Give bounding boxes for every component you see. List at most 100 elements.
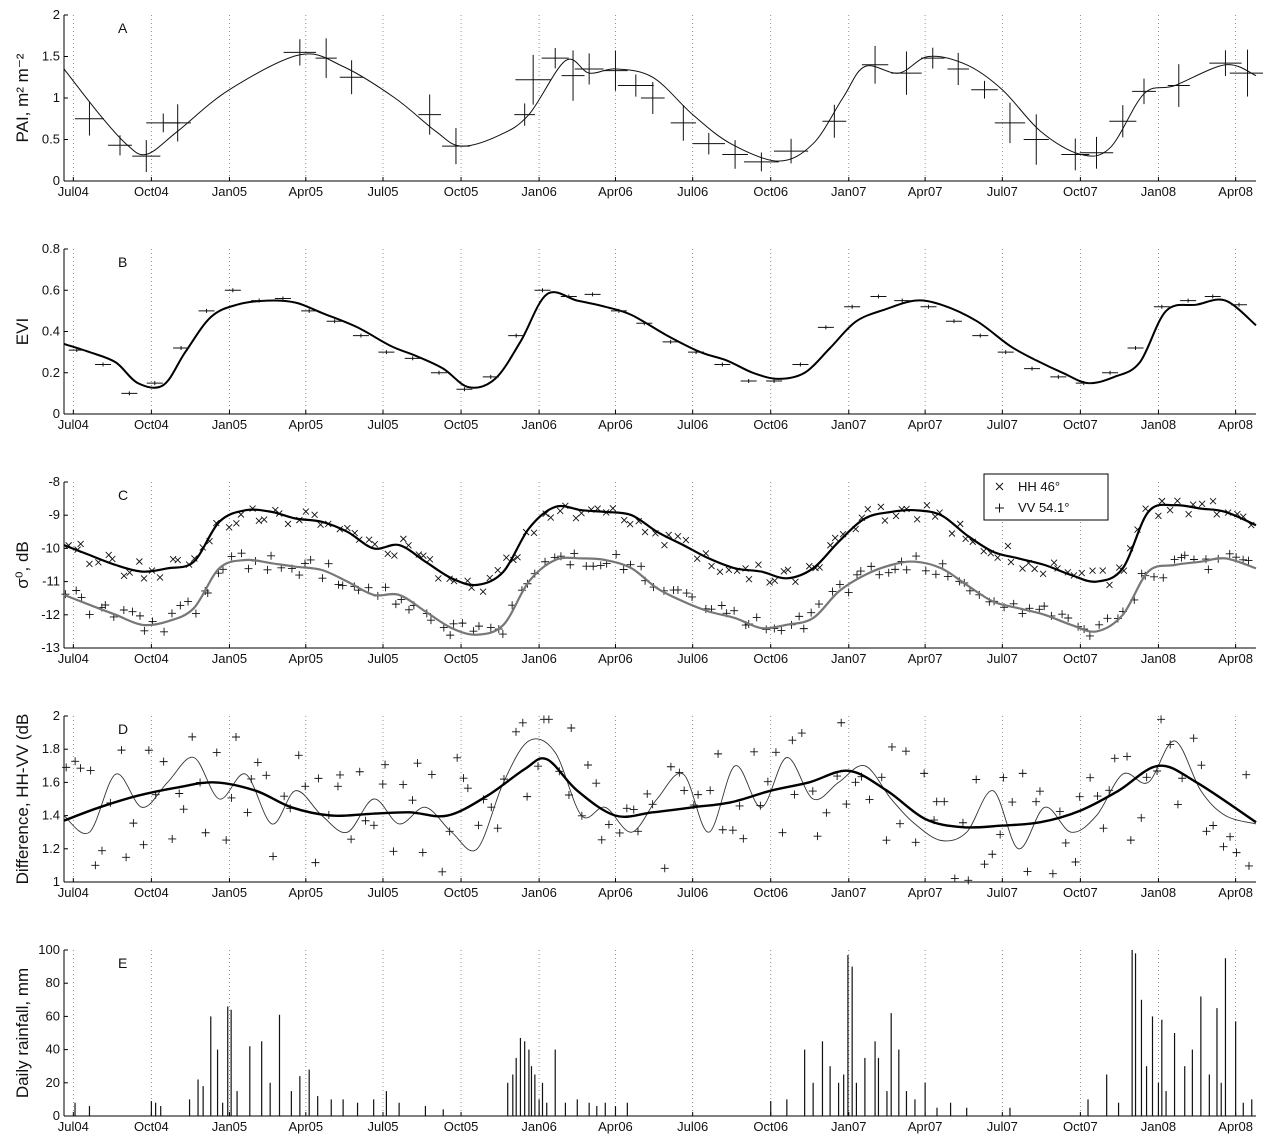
x-tick-label: Jul05 bbox=[367, 885, 398, 900]
vv-point bbox=[136, 611, 145, 620]
hh-point bbox=[426, 556, 434, 563]
vv-point bbox=[191, 609, 200, 618]
hh-point bbox=[212, 519, 220, 527]
y-tick-label: -10 bbox=[41, 540, 60, 555]
x-tick-label: Jan05 bbox=[212, 885, 247, 900]
y-tick-label: 1.6 bbox=[42, 774, 60, 789]
x-tick-label: Jan06 bbox=[521, 184, 556, 199]
difference-point bbox=[851, 778, 860, 787]
y-tick-label: -11 bbox=[42, 574, 60, 589]
x-tick-label: Oct04 bbox=[134, 1119, 169, 1134]
hh-point bbox=[391, 552, 398, 559]
difference-point bbox=[822, 808, 831, 817]
vv-point bbox=[1103, 614, 1112, 623]
x-tick-label: Oct06 bbox=[753, 885, 788, 900]
vv-point bbox=[814, 600, 823, 609]
vv-point bbox=[498, 630, 507, 639]
vv-point bbox=[612, 550, 621, 559]
difference-point bbox=[706, 786, 715, 795]
x-tick-label: Oct07 bbox=[1063, 184, 1098, 199]
x-tick-label: Apr06 bbox=[598, 184, 633, 199]
difference-point bbox=[227, 793, 236, 802]
hh-point bbox=[225, 523, 233, 531]
difference-point bbox=[932, 797, 941, 806]
panel-e: 0 20 40 60 80 100 Jul04 Oct04 Jan05 Apr05 Jul05 Oct… bbox=[13, 942, 1256, 1134]
x-tick-label: Oct04 bbox=[134, 417, 169, 432]
difference-point bbox=[1023, 867, 1032, 876]
difference-point bbox=[438, 867, 447, 876]
y-tick-label: -12 bbox=[41, 607, 60, 622]
y-tick-label: 1.4 bbox=[42, 808, 60, 823]
x-tick-label: Oct05 bbox=[444, 417, 479, 432]
vv-point bbox=[77, 593, 86, 602]
difference-point bbox=[887, 742, 896, 751]
difference-point bbox=[122, 853, 131, 862]
x-tick-label: Jan08 bbox=[1141, 417, 1176, 432]
difference-point bbox=[336, 770, 345, 779]
plot-area bbox=[61, 497, 1257, 640]
x-tick-label: Apr07 bbox=[908, 184, 943, 199]
difference-point bbox=[1202, 827, 1211, 836]
vv-point bbox=[762, 625, 771, 634]
hh-point bbox=[1099, 567, 1107, 574]
x-tick-label: Apr07 bbox=[908, 651, 943, 666]
difference-point bbox=[788, 736, 797, 745]
x-tick-label: Oct07 bbox=[1063, 1119, 1098, 1134]
x-tick-label: Jul06 bbox=[677, 417, 708, 432]
difference-point bbox=[629, 805, 638, 814]
difference-point bbox=[378, 780, 387, 789]
difference-point bbox=[311, 858, 320, 867]
legend-hh-label: HH 46° bbox=[1018, 479, 1060, 494]
y-axis-title: EVI bbox=[13, 318, 32, 345]
hh-point bbox=[136, 558, 143, 565]
difference-point bbox=[1061, 838, 1070, 847]
difference-point bbox=[813, 832, 822, 841]
hh-point bbox=[1050, 559, 1058, 567]
vv-point bbox=[381, 583, 390, 592]
difference-point bbox=[1123, 752, 1132, 761]
x-tick-label: Apr06 bbox=[598, 885, 633, 900]
difference-point bbox=[71, 757, 80, 766]
difference-point bbox=[117, 746, 126, 755]
vv-point bbox=[912, 552, 921, 561]
y-axis-title: Daily rainfall, mm bbox=[13, 968, 32, 1098]
y-tick-label: -8 bbox=[48, 474, 60, 489]
x-tick-label: Oct06 bbox=[753, 417, 788, 432]
difference-point bbox=[1244, 861, 1253, 870]
difference-point bbox=[453, 753, 462, 762]
hh-point bbox=[1209, 497, 1217, 505]
vv-point bbox=[921, 566, 930, 575]
difference-point bbox=[1075, 792, 1084, 801]
difference-point bbox=[675, 768, 684, 777]
hh-point bbox=[302, 508, 310, 515]
difference-point bbox=[592, 779, 601, 788]
hh-point bbox=[661, 541, 668, 549]
y-axis-title: PAI, m² m⁻² bbox=[13, 53, 32, 142]
difference-point bbox=[62, 763, 71, 772]
hh-point bbox=[284, 520, 292, 528]
difference-point bbox=[159, 757, 168, 766]
vv-point bbox=[1244, 556, 1253, 565]
difference-point bbox=[1178, 774, 1187, 783]
panel-a: 0 0.5 1 1.5 2 Jul04 Oct04 Jan05 Apr05 Jul05 Oct05 J… bbox=[13, 7, 1263, 199]
vv-point bbox=[101, 600, 110, 609]
x-tick-label: Jul07 bbox=[987, 1119, 1018, 1134]
difference-point bbox=[399, 780, 408, 789]
x-tick-label: Jul05 bbox=[367, 417, 398, 432]
difference-point bbox=[1173, 800, 1182, 809]
x-tick-label: Oct05 bbox=[444, 184, 479, 199]
x-tick-label: Apr08 bbox=[1218, 1119, 1253, 1134]
hh-point bbox=[77, 540, 84, 548]
x-tick-label: Apr07 bbox=[908, 417, 943, 432]
panel-label: E bbox=[118, 955, 127, 971]
x-tick-label: Jul06 bbox=[677, 184, 708, 199]
y-tick-label: 0 bbox=[53, 1108, 60, 1123]
x-tick-label: Jul07 bbox=[987, 417, 1018, 432]
x-tick-label: Jan07 bbox=[831, 885, 866, 900]
x-tick-label: Jul04 bbox=[58, 885, 89, 900]
hh-point bbox=[745, 575, 753, 583]
difference-point bbox=[958, 818, 967, 827]
difference-point bbox=[567, 723, 576, 732]
vv-point bbox=[844, 588, 853, 597]
difference-point bbox=[294, 751, 303, 760]
